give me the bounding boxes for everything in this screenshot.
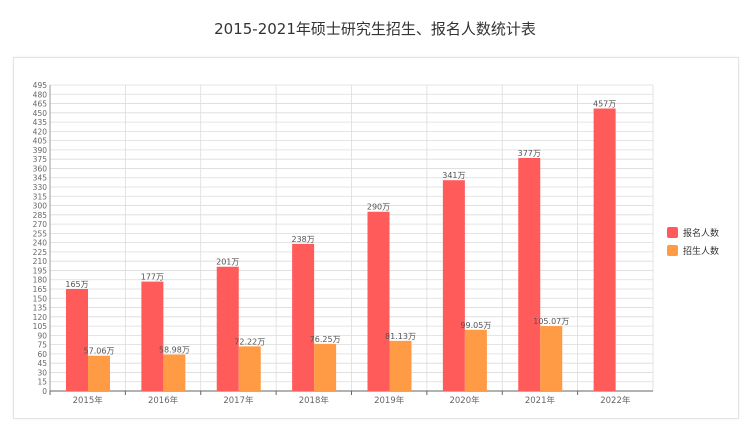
bar-applicants (66, 289, 88, 391)
x-tick-label: 2015年 (73, 395, 104, 406)
data-label-admissions: 105.07万 (533, 317, 569, 326)
y-tick-label: 360 (33, 164, 48, 173)
y-tick-label: 210 (33, 257, 48, 266)
y-tick-label: 450 (33, 109, 48, 118)
x-tick-label: 2020年 (449, 395, 480, 406)
y-tick-label: 75 (37, 341, 47, 350)
bar-admissions (163, 354, 186, 391)
y-tick-label: 495 (33, 81, 48, 90)
y-tick-label: 270 (33, 220, 48, 229)
bar-applicants (518, 157, 541, 391)
y-tick-label: 420 (33, 127, 48, 136)
y-tick-label: 45 (37, 359, 47, 368)
bar-applicants (367, 211, 390, 391)
y-tick-label: 225 (33, 248, 48, 257)
x-tick-label: 2016年 (148, 395, 179, 406)
bar-admissions (238, 346, 261, 391)
legend: 报名人数 招生人数 (667, 223, 719, 259)
bar-admissions (389, 340, 412, 391)
data-label-admissions: 58.98万 (159, 346, 190, 355)
y-tick-label: 180 (33, 276, 48, 285)
y-tick-label: 315 (33, 192, 48, 201)
y-tick-label: 345 (33, 174, 48, 183)
y-tick-label: 135 (33, 304, 48, 313)
bar-applicants (141, 281, 164, 391)
y-tick-label: 435 (33, 118, 48, 127)
data-label-applicants: 377万 (518, 149, 541, 158)
legend-swatch-admissions (667, 244, 678, 256)
bar-applicants (216, 266, 239, 391)
x-tick-label: 2019年 (374, 395, 405, 406)
y-tick-label: 105 (33, 322, 48, 331)
y-tick-label: 165 (33, 285, 48, 294)
y-tick-label: 60 (37, 350, 47, 359)
data-label-applicants: 457万 (593, 99, 616, 108)
y-tick-label: 285 (33, 211, 48, 220)
bar-applicants (292, 243, 315, 391)
data-label-admissions: 72.22万 (234, 337, 265, 346)
legend-swatch-applicants (667, 226, 678, 238)
y-tick-label: 405 (33, 137, 48, 146)
data-label-applicants: 201万 (216, 258, 239, 267)
bar-admissions (540, 326, 563, 391)
data-label-applicants: 290万 (367, 203, 390, 212)
y-tick-label: 480 (33, 90, 48, 99)
bar-applicants (442, 180, 465, 391)
y-tick-label: 30 (37, 368, 47, 377)
x-tick-label: 2018年 (299, 395, 330, 406)
y-tick-label: 375 (33, 155, 48, 164)
data-label-admissions: 57.06万 (84, 347, 115, 356)
bar-admissions (464, 329, 487, 391)
bar-applicants (593, 108, 616, 391)
x-tick-label: 2022年 (600, 395, 631, 406)
y-tick-label: 255 (33, 229, 48, 238)
y-tick-label: 240 (33, 239, 48, 248)
legend-item-admissions[interactable]: 招生人数 (667, 241, 719, 259)
legend-label-applicants: 报名人数 (683, 228, 720, 239)
legend-label-admissions: 招生人数 (683, 246, 720, 257)
chart-frame (13, 57, 739, 419)
y-tick-label: 300 (33, 202, 48, 211)
y-tick-label: 15 (37, 378, 47, 387)
data-label-applicants: 165万 (65, 280, 88, 289)
y-tick-label: 465 (33, 100, 48, 109)
data-label-admissions: 81.13万 (385, 332, 416, 341)
bar-admissions (88, 355, 110, 391)
data-label-admissions: 76.25万 (310, 335, 341, 344)
y-tick-label: 330 (33, 183, 48, 192)
data-label-applicants: 177万 (141, 273, 164, 282)
chart-title: 2015-2021年硕士研究生招生、报名人数统计表 (214, 20, 536, 38)
y-tick-label: 90 (37, 331, 47, 340)
x-tick-label: 2017年 (223, 395, 254, 406)
data-label-admissions: 99.05万 (460, 321, 491, 330)
data-label-applicants: 238万 (291, 235, 314, 244)
y-tick-label: 390 (33, 146, 48, 155)
y-tick-label: 195 (33, 266, 48, 275)
data-label-applicants: 341万 (442, 171, 465, 180)
y-tick-label: 120 (33, 313, 48, 322)
y-tick-label: 150 (33, 294, 48, 303)
legend-item-applicants[interactable]: 报名人数 (667, 223, 719, 241)
y-tick-label: 0 (42, 387, 47, 396)
x-tick-label: 2021年 (525, 395, 556, 406)
bar-admissions (314, 343, 337, 391)
